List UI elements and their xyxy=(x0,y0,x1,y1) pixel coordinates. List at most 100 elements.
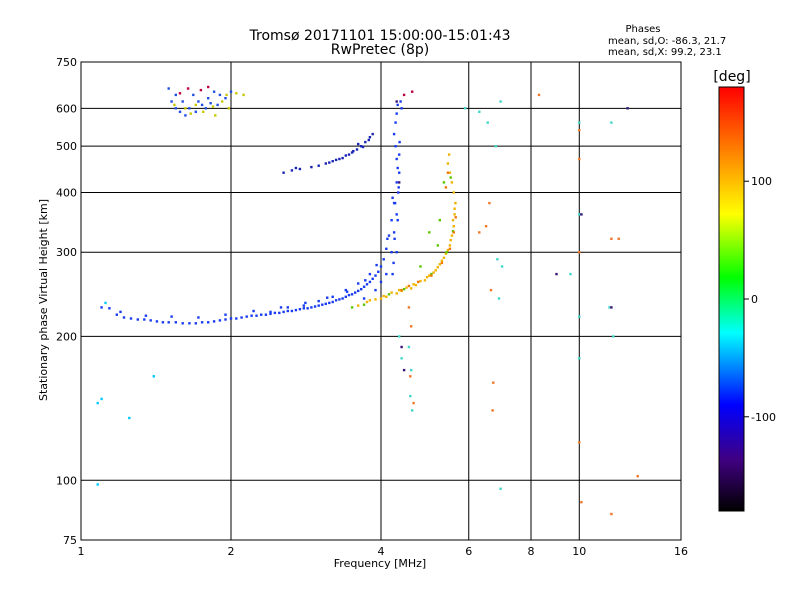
data-point xyxy=(438,219,441,222)
data-point xyxy=(368,299,372,302)
data-point xyxy=(361,145,365,149)
data-point xyxy=(350,151,354,154)
y-tick-label: 300 xyxy=(56,246,77,259)
data-point xyxy=(368,272,372,276)
data-point xyxy=(212,90,216,93)
data-point xyxy=(453,213,456,216)
data-point xyxy=(352,150,355,153)
data-point xyxy=(374,274,377,277)
data-point xyxy=(250,314,253,317)
y-axis-label: Stationary phase Virtual Height [km] xyxy=(37,199,50,401)
colorbar xyxy=(718,86,745,512)
data-point xyxy=(350,306,354,309)
data-point xyxy=(448,244,452,247)
data-point xyxy=(364,140,367,144)
data-point xyxy=(279,306,283,309)
data-point xyxy=(425,276,429,279)
data-point xyxy=(100,397,103,401)
data-point xyxy=(350,293,354,296)
data-point xyxy=(398,171,401,174)
data-point xyxy=(321,303,324,306)
data-point xyxy=(365,300,369,304)
data-point xyxy=(200,321,204,324)
data-point xyxy=(188,322,191,325)
data-point xyxy=(224,318,227,321)
chart-title: Tromsø 20171101 15:00:00-15:01:43 xyxy=(249,28,511,44)
data-point xyxy=(454,201,457,205)
data-point xyxy=(306,307,309,310)
data-point xyxy=(407,306,411,309)
y-tick-label: 75 xyxy=(63,534,77,547)
data-point xyxy=(341,156,344,160)
data-point xyxy=(264,313,268,316)
colorbar-ticks: 100 0 -100 xyxy=(744,175,776,424)
data-point xyxy=(377,270,380,273)
data-point xyxy=(354,291,357,294)
data-point xyxy=(447,153,451,156)
data-point xyxy=(446,248,450,252)
data-point xyxy=(122,316,126,319)
data-point xyxy=(96,401,99,405)
data-point xyxy=(489,288,493,292)
data-point xyxy=(269,310,272,314)
data-point xyxy=(497,297,501,300)
data-point xyxy=(96,483,99,486)
data-point xyxy=(398,140,401,144)
data-point xyxy=(364,279,367,282)
data-point xyxy=(390,291,393,294)
data-point xyxy=(207,321,210,324)
data-point xyxy=(578,213,581,216)
data-point xyxy=(453,207,456,210)
data-point xyxy=(174,107,177,110)
data-point xyxy=(119,310,122,314)
data-point xyxy=(317,164,320,167)
data-point xyxy=(362,303,366,306)
data-point xyxy=(397,191,400,194)
y-tick-label: 200 xyxy=(56,330,77,343)
data-point xyxy=(578,121,581,124)
data-point xyxy=(334,299,338,302)
data-point xyxy=(400,288,403,292)
data-point xyxy=(310,165,313,169)
data-point xyxy=(385,272,388,276)
data-point xyxy=(428,231,431,234)
data-point xyxy=(402,93,406,97)
x-tick-label: 6 xyxy=(465,545,472,558)
y-tick-label: 100 xyxy=(56,474,77,487)
data-point xyxy=(100,306,103,309)
data-point xyxy=(136,318,139,321)
data-point xyxy=(229,317,233,320)
data-point xyxy=(617,237,620,240)
colorbar-tick-label: -100 xyxy=(751,411,776,424)
data-point xyxy=(273,311,277,315)
data-point xyxy=(129,317,133,320)
data-point xyxy=(181,322,184,325)
data-point xyxy=(240,316,243,319)
data-point xyxy=(428,274,431,277)
data-point xyxy=(555,272,558,276)
data-point xyxy=(367,138,370,142)
data-point xyxy=(414,283,418,287)
data-point xyxy=(410,325,413,328)
data-point xyxy=(178,110,182,113)
data-point xyxy=(484,225,488,228)
data-point xyxy=(189,112,192,115)
data-point xyxy=(313,305,317,308)
data-point xyxy=(387,234,391,237)
data-point xyxy=(440,261,444,265)
data-point xyxy=(357,142,360,146)
data-point xyxy=(197,100,200,103)
data-point xyxy=(410,368,413,372)
data-point xyxy=(396,219,399,222)
data-points xyxy=(96,85,639,516)
data-point xyxy=(347,153,351,156)
data-point xyxy=(298,167,302,171)
data-point xyxy=(174,321,177,324)
stats-heading: Phases xyxy=(625,24,660,35)
data-point xyxy=(347,293,351,297)
y-tick-label: 750 xyxy=(56,56,77,69)
data-point xyxy=(395,100,398,103)
data-point xyxy=(394,145,397,148)
data-point xyxy=(430,272,433,276)
data-point xyxy=(396,103,399,107)
